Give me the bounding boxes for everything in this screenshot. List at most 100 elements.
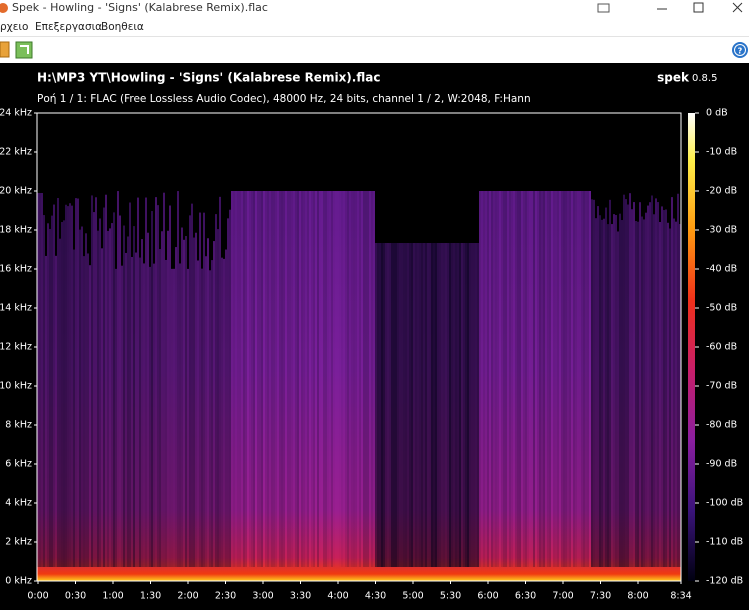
spectrogram-column: [553, 191, 555, 567]
y-tick-label: 10 kHz: [0, 381, 32, 392]
spectrogram-column: [523, 191, 525, 567]
spectrogram-column: [145, 113, 147, 198]
spectrogram-column: [153, 263, 155, 567]
spectrogram-column: [79, 113, 81, 230]
spectrogram-column: [83, 113, 85, 257]
toolbar-icons: ?: [0, 41, 748, 59]
spectrogram-column: [459, 113, 461, 243]
spectrogram-column: [633, 113, 635, 203]
spectrogram-column: [409, 113, 411, 243]
app-name: spek: [657, 71, 690, 85]
spectrogram-column: [41, 193, 43, 567]
spectrogram-column: [333, 113, 335, 191]
spectrogram-column: [77, 113, 79, 199]
spectrogram-column: [105, 194, 107, 567]
spectrogram-column: [537, 113, 539, 191]
spectrogram-column: [321, 191, 323, 567]
spectrogram-column: [209, 270, 211, 567]
spectrogram-column: [529, 113, 531, 191]
spectrogram-column: [155, 113, 157, 198]
spectrogram-column: [659, 113, 661, 223]
spectrogram-column: [253, 191, 255, 567]
save-button[interactable]: [15, 41, 33, 59]
spectrogram-column: [675, 113, 677, 222]
spectrogram-column: [369, 113, 371, 191]
spectrogram-column: [115, 113, 117, 269]
spectrogram-column: [433, 113, 435, 243]
spectrogram-column: [529, 191, 531, 567]
spectrogram-column: [399, 243, 401, 567]
spectrogram-column: [467, 113, 469, 243]
spectrogram-column: [351, 191, 353, 567]
open-button[interactable]: [0, 41, 10, 58]
spectrogram-column: [57, 198, 59, 567]
spectrogram-column: [461, 243, 463, 567]
spectrogram-column: [485, 191, 487, 567]
spectrogram-column: [647, 205, 649, 567]
spectrogram-column: [587, 191, 589, 567]
spectrogram-column: [423, 243, 425, 567]
spectrogram-column: [261, 191, 263, 567]
spectrogram-column: [483, 113, 485, 191]
spectrogram-column: [669, 113, 671, 229]
x-tick-label: 5:30: [440, 591, 461, 602]
x-tick-label: 3:30: [290, 591, 311, 602]
spectrogram-column: [97, 230, 99, 567]
spectrogram-column: [113, 212, 115, 568]
menu-item[interactable]: Βοηθεια: [101, 21, 144, 33]
spectrogram-column: [389, 243, 391, 567]
spectrogram-column: [223, 258, 225, 567]
spectrogram-column: [579, 191, 581, 567]
spectrogram-column: [103, 207, 105, 568]
spectrogram-column: [357, 113, 359, 191]
spectrogram-column: [75, 113, 77, 199]
spectrogram-column: [435, 113, 437, 243]
spectrogram-column: [629, 113, 631, 194]
spectrogram-column: [63, 113, 65, 221]
spectrogram-column: [335, 113, 337, 191]
spectrogram-column: [631, 209, 633, 567]
spectrogram-column: [301, 113, 303, 191]
spectrogram-column: [591, 113, 593, 200]
spectrogram-column: [69, 113, 71, 204]
spectrogram-column: [219, 196, 221, 567]
spectrogram-column: [135, 113, 137, 253]
spectrogram-column: [177, 113, 179, 192]
spectrogram-column: [273, 113, 275, 191]
spectrogram-column: [539, 191, 541, 567]
spectrogram-column: [69, 203, 71, 567]
spectrogram-column: [91, 113, 93, 196]
spectrogram-column: [675, 221, 677, 568]
spectrogram-column: [61, 113, 63, 223]
spectrogram-column: [95, 113, 97, 198]
spectrogram-column: [163, 113, 165, 193]
spectrogram-column: [407, 243, 409, 567]
spectrogram-column: [345, 191, 347, 567]
spectrogram-column: [589, 191, 591, 567]
spectrogram-column: [505, 113, 507, 191]
db-tick-label: -20 dB: [706, 186, 737, 197]
spectrogram-column: [239, 113, 241, 191]
help-button[interactable]: ?: [732, 42, 748, 58]
spectrogram-column: [463, 113, 465, 243]
spectrogram-column: [455, 113, 457, 243]
spectrogram-column: [573, 113, 575, 191]
spectrogram-column: [139, 257, 141, 567]
spectrogram-column: [199, 113, 201, 213]
spectrogram-column: [531, 191, 533, 567]
spectrogram-column: [363, 191, 365, 567]
spectrogram-column: [447, 113, 449, 243]
spectrogram-column: [609, 199, 611, 568]
spectrogram-column: [101, 113, 103, 249]
spectrogram-column: [653, 113, 655, 215]
spectrogram-column: [653, 214, 655, 567]
spectrogram-column: [521, 113, 523, 191]
spectrogram-column: [73, 249, 75, 567]
menu-item[interactable]: ρχειο: [0, 21, 29, 33]
spectrogram-column: [513, 113, 515, 191]
spectrogram-column: [637, 113, 639, 222]
spectrogram-column: [207, 113, 209, 239]
menu-item[interactable]: Επεξεργασια: [35, 21, 103, 33]
spectrogram-column: [421, 113, 423, 243]
spectrogram-column: [445, 243, 447, 567]
